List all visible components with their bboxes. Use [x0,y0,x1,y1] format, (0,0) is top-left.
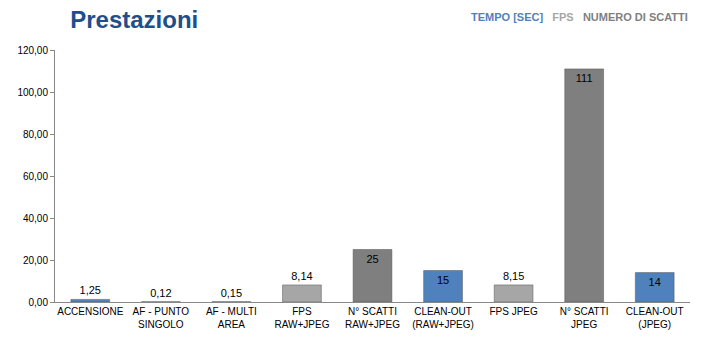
svg-text:80,00: 80,00 [23,129,48,140]
svg-text:1,25: 1,25 [80,284,101,296]
svg-text:AF - MULTIAREA: AF - MULTIAREA [206,306,257,330]
svg-text:TEMPO [SEC] FPS NUMERO DI: TEMPO [SEC] FPS NUMERO DI SCATTI [471,11,688,23]
svg-text:FPS JPEG: FPS JPEG [489,306,538,317]
svg-text:60,00: 60,00 [23,171,48,182]
svg-text:25: 25 [366,253,378,265]
svg-text:N° SCATTIJPEG: N° SCATTIJPEG [560,306,609,330]
svg-text:Prestazioni: Prestazioni [70,6,198,33]
svg-text:120,00: 120,00 [17,45,48,56]
svg-text:AF - PUNTOSINGOLO: AF - PUNTOSINGOLO [133,306,190,330]
svg-text:CLEAN-OUT(RAW+JPEG): CLEAN-OUT(RAW+JPEG) [412,306,474,330]
svg-text:8,15: 8,15 [503,270,524,282]
svg-text:20,00: 20,00 [23,255,48,266]
svg-text:FPSRAW+JPEG: FPSRAW+JPEG [274,306,329,330]
svg-text:111: 111 [576,72,593,84]
svg-text:8,14: 8,14 [291,270,312,282]
svg-text:0,00: 0,00 [29,297,49,308]
svg-text:CLEAN-OUT(JPEG): CLEAN-OUT(JPEG) [626,306,684,330]
svg-text:14: 14 [649,276,661,288]
svg-text:0,12: 0,12 [150,287,171,299]
svg-text:N° SCATTIRAW+JPEG: N° SCATTIRAW+JPEG [345,306,400,330]
svg-text:0,15: 0,15 [221,287,242,299]
svg-text:40,00: 40,00 [23,213,48,224]
svg-text:15: 15 [437,274,449,286]
svg-text:ACCENSIONE: ACCENSIONE [57,306,123,317]
svg-text:100,00: 100,00 [17,87,48,98]
